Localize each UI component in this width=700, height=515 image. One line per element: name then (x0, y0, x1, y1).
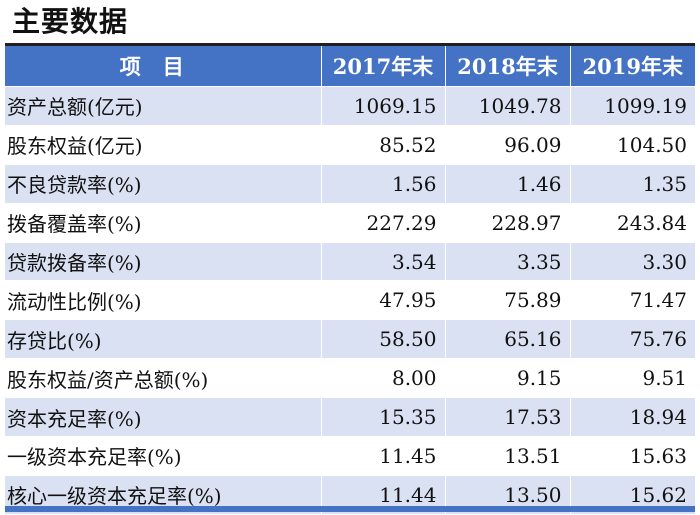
cell-2017: 3.54 (320, 242, 445, 282)
cell-2018: 75.89 (444, 280, 570, 321)
row-label: 一级资本充足率(%) (5, 436, 321, 476)
cell-2018: 96.09 (444, 125, 570, 165)
table-row: 流动性比例(%) 47.95 75.89 71.47 (5, 280, 695, 321)
cell-2019: 71.47 (569, 280, 695, 321)
row-label: 贷款拨备率(%) (5, 242, 321, 282)
header-item: 项目 (5, 43, 321, 87)
cell-2017: 58.50 (320, 319, 445, 360)
cell-2017: 1069.15 (320, 86, 445, 126)
table-bottom-bar (5, 506, 695, 512)
cell-2018: 13.51 (444, 436, 570, 476)
key-data-table: 项目 2017年末 2018年末 2019年末 资产总额(亿元) 1069.15… (5, 43, 695, 515)
table-row: 拨备覆盖率(%) 227.29 228.97 243.84 (5, 203, 695, 243)
row-label: 股东权益(亿元) (5, 125, 321, 165)
cell-2019: 1.35 (569, 164, 695, 204)
row-label: 不良贷款率(%) (5, 164, 321, 204)
cell-2017: 15.35 (320, 397, 445, 438)
row-label: 资本充足率(%) (5, 397, 321, 438)
table-row: 资产总额(亿元) 1069.15 1049.78 1099.19 (5, 86, 695, 126)
cell-2018: 17.53 (444, 397, 570, 438)
row-label: 股东权益/资产总额(%) (5, 358, 321, 399)
cell-2018: 1049.78 (444, 86, 570, 126)
table-header-row: 项目 2017年末 2018年末 2019年末 (5, 43, 695, 87)
table-row: 股东权益/资产总额(%) 8.00 9.15 9.51 (5, 358, 695, 399)
header-2017: 2017年末 (320, 43, 445, 87)
cell-2017: 47.95 (320, 280, 445, 321)
cell-2017: 227.29 (320, 203, 445, 243)
cell-2018: 3.35 (444, 242, 570, 282)
header-2019: 2019年末 (569, 43, 695, 87)
data-table-container: 项目 2017年末 2018年末 2019年末 资产总额(亿元) 1069.15… (5, 43, 695, 515)
table-row: 股东权益(亿元) 85.52 96.09 104.50 (5, 125, 695, 165)
cell-2017: 1.56 (320, 164, 445, 204)
cell-2017: 11.45 (320, 436, 445, 476)
cell-2019: 18.94 (569, 397, 695, 438)
row-label: 资产总额(亿元) (5, 86, 321, 126)
cell-2019: 243.84 (569, 203, 695, 243)
page-title: 主要数据 (12, 5, 129, 38)
cell-2018: 228.97 (444, 203, 570, 243)
cell-2017: 85.52 (320, 125, 445, 165)
table-row: 资本充足率(%) 15.35 17.53 18.94 (5, 397, 695, 438)
row-label: 拨备覆盖率(%) (5, 203, 321, 243)
table-row: 存贷比(%) 58.50 65.16 75.76 (5, 319, 695, 360)
cell-2019: 1099.19 (569, 86, 695, 126)
table-row: 一级资本充足率(%) 11.45 13.51 15.63 (5, 436, 695, 476)
cell-2018: 1.46 (444, 164, 570, 204)
cell-2018: 9.15 (444, 358, 570, 399)
cell-2017: 8.00 (320, 358, 445, 399)
table-row: 不良贷款率(%) 1.56 1.46 1.35 (5, 164, 695, 204)
cell-2019: 75.76 (569, 319, 695, 360)
table-row: 贷款拨备率(%) 3.54 3.35 3.30 (5, 242, 695, 282)
cell-2019: 9.51 (569, 358, 695, 399)
row-label: 存贷比(%) (5, 319, 321, 360)
header-2018: 2018年末 (444, 43, 570, 87)
cell-2018: 65.16 (444, 319, 570, 360)
row-label: 流动性比例(%) (5, 280, 321, 321)
cell-2019: 15.63 (569, 436, 695, 476)
cell-2019: 3.30 (569, 242, 695, 282)
cell-2019: 104.50 (569, 125, 695, 165)
